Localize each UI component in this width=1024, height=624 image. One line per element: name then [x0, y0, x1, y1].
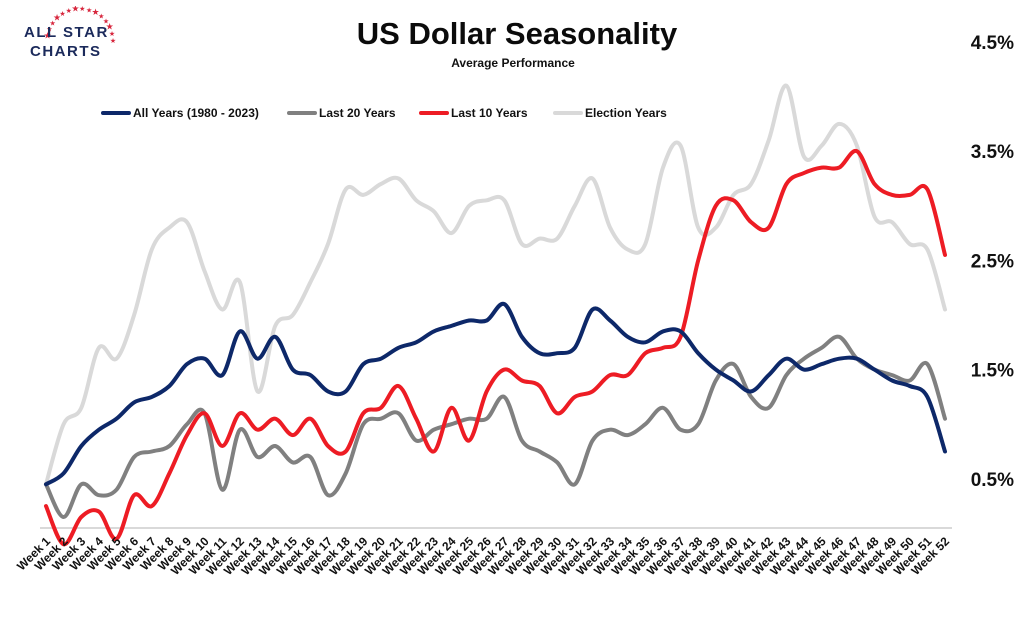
logo-star-icon: ★	[103, 18, 109, 26]
logo-star-icon: ★	[106, 22, 114, 32]
logo-star-icon: ★	[110, 37, 116, 45]
logo-star-icon: ★	[59, 10, 65, 18]
legend-label: All Years (1980 - 2023)	[133, 106, 259, 120]
logo-star-icon: ★	[71, 6, 79, 13]
chart-title: US Dollar Seasonality	[357, 16, 678, 51]
all-star-charts-logo: ★ ★ ★ ★ ★ ★ ★ ★ ★ ★ ★ ★ ★ ★ ★ ALL STAR CHARTS	[18, 3, 148, 76]
logo-star-icon: ★	[66, 7, 72, 15]
series-line-last-20-years	[44, 334, 947, 519]
logo-star-icon: ★	[50, 20, 56, 28]
y-tick-label: 2.5%	[971, 251, 1014, 272]
logo-star-icon: ★	[79, 6, 85, 13]
legend-label: Last 20 Years	[319, 106, 396, 120]
series-layer	[44, 83, 947, 547]
y-tick-label: 1.5%	[971, 361, 1014, 382]
series-line-election-years	[44, 83, 947, 487]
y-tick-label: 0.5%	[971, 470, 1014, 491]
chart-legend: All Years (1980 - 2023) Last 20 Years Last…	[101, 106, 667, 120]
series-line-all-years-1980-2023	[44, 301, 947, 487]
logo-text-line1: ALL STAR	[24, 24, 109, 41]
star-arc-icon: ★★★★★ ★ ★ ★ ★ ★★★★★★	[43, 3, 116, 45]
logo-star-icon: ★	[98, 13, 104, 21]
legend-label: Last 10 Years	[451, 106, 528, 120]
chart-subtitle: Average Performance	[451, 56, 575, 70]
logo-star-icon: ★	[53, 12, 61, 22]
logo-star-icon: ★	[86, 6, 92, 14]
y-tick-label: 3.5%	[971, 142, 1014, 163]
legend-label: Election Years	[585, 106, 667, 120]
logo-star-icon: ★	[43, 30, 51, 40]
logo-star-icon: ★	[46, 26, 52, 34]
logo-star-icon: ★	[91, 7, 99, 17]
series-line-last-10-years	[44, 149, 947, 547]
logo-text-line2: CHARTS	[30, 43, 102, 60]
y-tick-label: 4.5%	[971, 33, 1014, 54]
logo-star-icon: ★	[109, 30, 115, 38]
y-axis-ticks: 4.5% 3.5% 2.5% 1.5% 0.5%	[971, 33, 1014, 491]
